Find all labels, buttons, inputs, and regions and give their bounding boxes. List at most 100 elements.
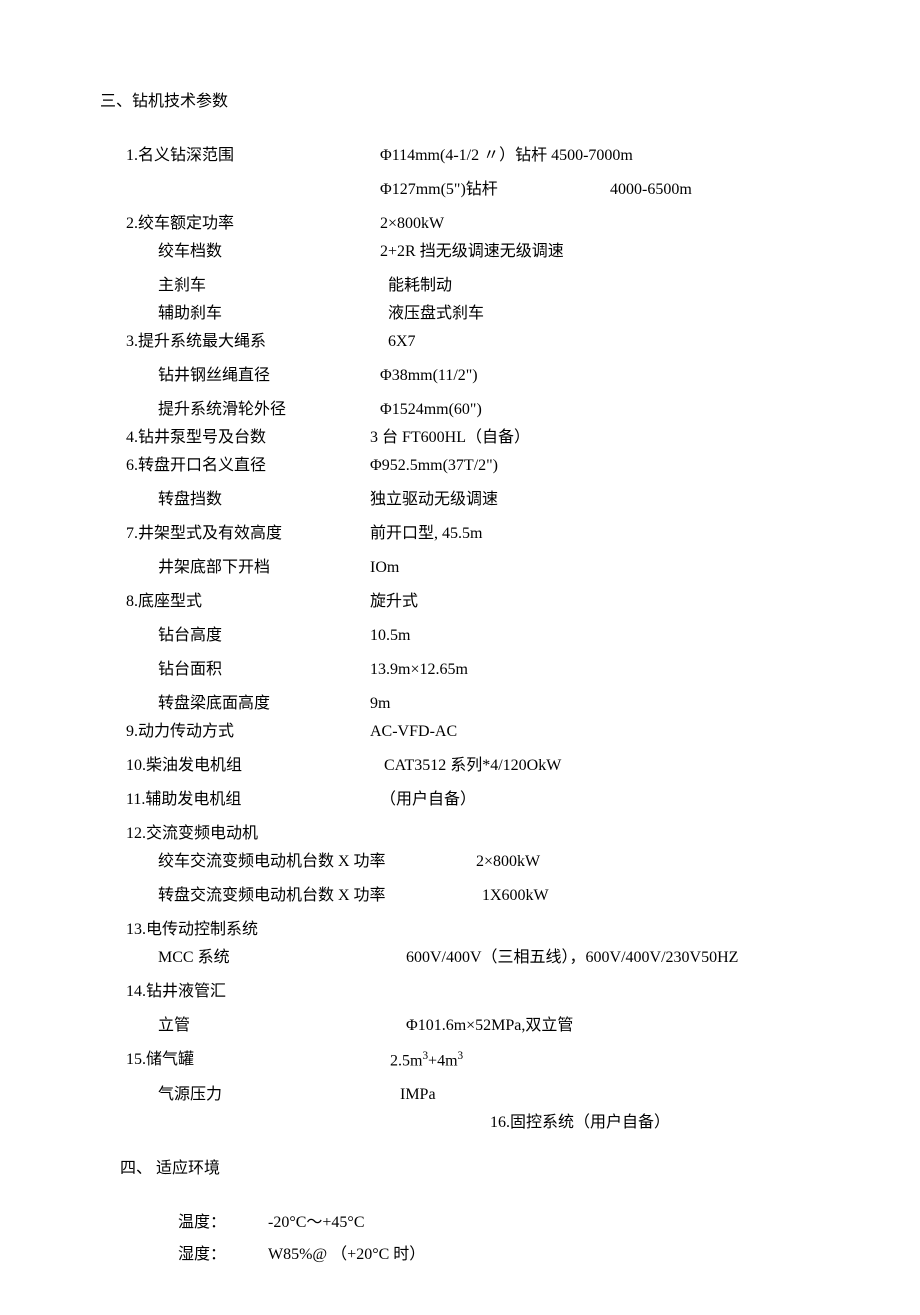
- param-row: MCC 系统 600V/400V（三相五线），600V/400V/230V50H…: [100, 946, 860, 970]
- param-label: 13.电传动控制系统: [100, 918, 370, 942]
- param-row: 转盘梁底面高度 9m: [100, 692, 860, 716]
- env-value: -20°C～+45°C: [268, 1211, 860, 1235]
- param-label: 绞车交流变频电动机台数 X 功率: [100, 850, 440, 874]
- param-row: 井架底部下开档 IOm: [100, 556, 860, 580]
- param-value: 2+2R 挡无级调速无级调速: [370, 240, 860, 264]
- env-value: W85%@ （+20°C 时）: [268, 1243, 860, 1267]
- param-value: 旋升式: [370, 590, 860, 614]
- param-value: 2×800kW: [440, 850, 860, 874]
- param-label: 11.辅助发电机组: [100, 788, 370, 812]
- param-label: 3.提升系统最大绳系: [100, 330, 370, 354]
- param-row: 辅助刹车 液压盘式刹车: [100, 302, 860, 326]
- param-label: 钻井钢丝绳直径: [100, 364, 370, 388]
- param-row: 主刹车 能耗制动: [100, 274, 860, 298]
- param-value: Φ101.6m×52MPa,双立管: [370, 1014, 860, 1038]
- param-row: 12.交流变频电动机: [100, 822, 860, 846]
- param-label: 转盘梁底面高度: [100, 692, 370, 716]
- param-row: 绞车档数 2+2R 挡无级调速无级调速: [100, 240, 860, 264]
- param-value: Φ1524mm(60"): [370, 398, 860, 422]
- param-row: 1.名义钻深范围 Φ114mm(4-1/2 〃）钻杆 4500-7000m: [100, 144, 860, 168]
- param-row: 4.钻井泵型号及台数 3 台 FT600HL（自备）: [100, 426, 860, 450]
- param-label: 4.钻井泵型号及台数: [100, 426, 370, 450]
- param-row: 8.底座型式 旋升式: [100, 590, 860, 614]
- param-value: 3 台 FT600HL（自备）: [370, 426, 860, 450]
- param-row: 气源压力 IMPa: [100, 1083, 860, 1107]
- param-value: Φ952.5mm(37T/2"): [370, 454, 860, 478]
- param-row: 7.井架型式及有效高度 前开口型, 45.5m: [100, 522, 860, 546]
- param-label: 15.储气罐: [100, 1048, 370, 1072]
- param-label: MCC 系统: [100, 946, 370, 970]
- param-label: 绞车档数: [100, 240, 370, 264]
- param-value: 10.5m: [370, 624, 860, 648]
- param-row: 钻台面积 13.9m×12.65m: [100, 658, 860, 682]
- section-title-env: 四、 适应环境: [120, 1157, 860, 1181]
- param-value: 600V/400V（三相五线），600V/400V/230V50HZ: [370, 946, 860, 970]
- param-value: 前开口型, 45.5m: [370, 522, 860, 546]
- param-row: 6.转盘开口名义直径 Φ952.5mm(37T/2"): [100, 454, 860, 478]
- param-row: Φ127mm(5")钻杆 4000-6500m: [100, 178, 860, 202]
- param-label: 14.钻井液管汇: [100, 980, 370, 1004]
- param-label: 8.底座型式: [100, 590, 370, 614]
- param-row: 3.提升系统最大绳系 6X7: [100, 330, 860, 354]
- param-value: IOm: [370, 556, 860, 580]
- param-label: 12.交流变频电动机: [100, 822, 370, 846]
- param-label: 转盘交流变频电动机台数 X 功率: [100, 884, 440, 908]
- param-row: 15.储气罐 2.5m3+4m3: [100, 1048, 860, 1073]
- param-row: 转盘挡数 独立驱动无级调速: [100, 488, 860, 512]
- sup-3b: 3: [458, 1050, 464, 1062]
- param-value-left: Φ127mm(5")钻杆: [380, 178, 610, 202]
- param-row: 绞车交流变频电动机台数 X 功率 2×800kW: [100, 850, 860, 874]
- param-row: 13.电传动控制系统: [100, 918, 860, 942]
- param-value: CAT3512 系列*4/120OkW: [370, 754, 860, 778]
- param-label: 辅助刹车: [100, 302, 370, 326]
- param-value-right: 4000-6500m: [610, 178, 692, 202]
- param-label: 钻台面积: [100, 658, 370, 682]
- param-label: 9.动力传动方式: [100, 720, 370, 744]
- param-value: Φ38mm(11/2"): [370, 364, 860, 388]
- param-label: 立管: [100, 1014, 370, 1038]
- param-row: 钻井钢丝绳直径 Φ38mm(11/2"): [100, 364, 860, 388]
- env-label: 湿度：: [178, 1243, 268, 1267]
- param-row: 9.动力传动方式 AC-VFD-AC: [100, 720, 860, 744]
- param-row: 2.绞车额定功率 2×800kW: [100, 212, 860, 236]
- section-title-params: 三、钻机技术参数: [100, 90, 860, 114]
- param-value: 13.9m×12.65m: [370, 658, 860, 682]
- note-16: 16.固控系统（用户自备）: [100, 1111, 860, 1135]
- param-label: 10.柴油发电机组: [100, 754, 370, 778]
- param-label: 7.井架型式及有效高度: [100, 522, 370, 546]
- param-label: 6.转盘开口名义直径: [100, 454, 370, 478]
- param-value: 液压盘式刹车: [370, 302, 860, 326]
- param-row: 提升系统滑轮外径 Φ1524mm(60"): [100, 398, 860, 422]
- r15-mid: +4m: [428, 1052, 457, 1069]
- param-row: 转盘交流变频电动机台数 X 功率 1X600kW: [100, 884, 860, 908]
- param-label: 井架底部下开档: [100, 556, 370, 580]
- env-row: 温度： -20°C～+45°C: [100, 1211, 860, 1235]
- param-value: 2.5m3+4m3: [370, 1048, 860, 1073]
- param-row: 10.柴油发电机组 CAT3512 系列*4/120OkW: [100, 754, 860, 778]
- param-label: 主刹车: [100, 274, 370, 298]
- param-label: 转盘挡数: [100, 488, 370, 512]
- param-value: 2×800kW: [370, 212, 860, 236]
- param-value: 能耗制动: [370, 274, 860, 298]
- env-row: 湿度： W85%@ （+20°C 时）: [100, 1243, 860, 1267]
- param-value: Φ127mm(5")钻杆 4000-6500m: [370, 178, 860, 202]
- param-row: 14.钻井液管汇: [100, 980, 860, 1004]
- param-value: 6X7: [370, 330, 860, 354]
- env-label: 温度：: [178, 1211, 268, 1235]
- param-label: 气源压力: [100, 1083, 370, 1107]
- param-value: AC-VFD-AC: [370, 720, 860, 744]
- param-row: 11.辅助发电机组 （用户自备）: [100, 788, 860, 812]
- param-value: 9m: [370, 692, 860, 716]
- param-label: 2.绞车额定功率: [100, 212, 370, 236]
- param-label: 钻台高度: [100, 624, 370, 648]
- param-value: 独立驱动无级调速: [370, 488, 860, 512]
- param-row: 钻台高度 10.5m: [100, 624, 860, 648]
- param-value: 1X600kW: [440, 884, 860, 908]
- param-row: 立管 Φ101.6m×52MPa,双立管: [100, 1014, 860, 1038]
- param-value: （用户自备）: [370, 788, 860, 812]
- param-value: Φ114mm(4-1/2 〃）钻杆 4500-7000m: [370, 144, 860, 168]
- r15-pre: 2.5m: [390, 1052, 422, 1069]
- param-value: IMPa: [370, 1083, 860, 1107]
- param-label: 1.名义钻深范围: [100, 144, 370, 168]
- param-label: 提升系统滑轮外径: [100, 398, 370, 422]
